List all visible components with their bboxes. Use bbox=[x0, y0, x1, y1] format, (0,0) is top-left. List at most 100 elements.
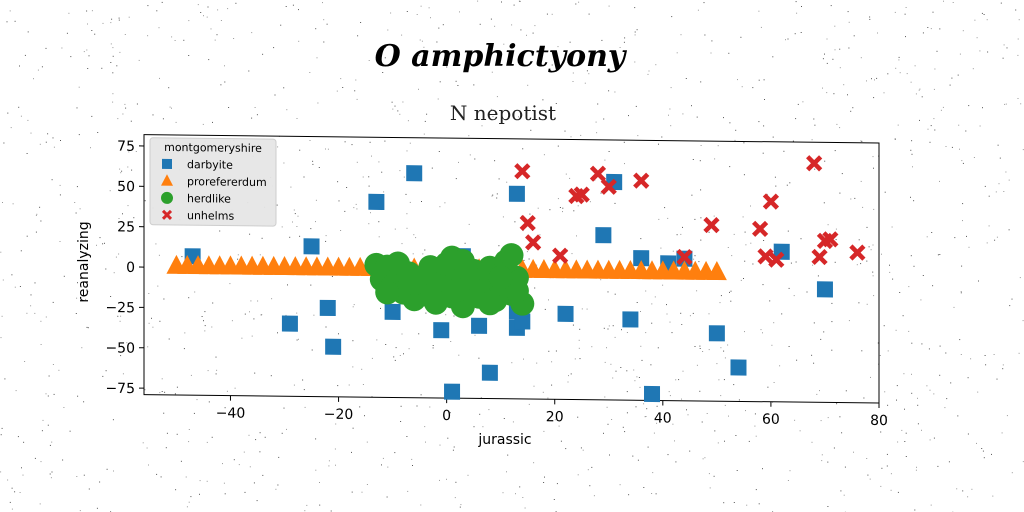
noise-speck bbox=[794, 419, 796, 421]
noise-speck bbox=[522, 497, 524, 498]
noise-speck bbox=[645, 416, 647, 417]
noise-speck bbox=[19, 492, 21, 493]
noise-speck bbox=[981, 448, 983, 449]
noise-speck bbox=[511, 362, 513, 364]
noise-speck bbox=[889, 271, 891, 273]
noise-speck bbox=[285, 314, 287, 316]
noise-speck bbox=[945, 352, 947, 354]
plot-area-frame bbox=[143, 134, 880, 404]
noise-speck bbox=[315, 438, 317, 440]
noise-speck bbox=[519, 486, 521, 488]
noise-speck bbox=[112, 47, 114, 49]
noise-speck bbox=[834, 25, 836, 27]
noise-speck bbox=[146, 447, 148, 449]
noise-speck bbox=[557, 198, 559, 200]
noise-speck bbox=[452, 449, 454, 451]
noise-speck bbox=[682, 113, 684, 115]
noise-speck bbox=[903, 373, 905, 375]
noise-speck bbox=[292, 4, 294, 6]
noise-speck bbox=[378, 236, 380, 238]
noise-speck bbox=[671, 16, 673, 18]
noise-speck bbox=[640, 311, 641, 312]
noise-speck bbox=[834, 49, 836, 51]
noise-speck bbox=[155, 243, 157, 245]
noise-speck bbox=[856, 264, 858, 266]
noise-speck bbox=[415, 237, 417, 239]
noise-speck bbox=[425, 441, 426, 443]
noise-speck bbox=[767, 386, 769, 388]
noise-speck bbox=[835, 228, 837, 230]
noise-speck bbox=[723, 117, 724, 119]
noise-speck bbox=[480, 397, 482, 399]
noise-speck bbox=[612, 325, 614, 327]
noise-speck bbox=[478, 357, 480, 359]
noise-speck bbox=[883, 92, 885, 94]
noise-speck bbox=[401, 333, 403, 335]
noise-speck bbox=[20, 250, 22, 252]
noise-speck bbox=[106, 468, 108, 470]
noise-speck bbox=[61, 47, 63, 49]
noise-speck bbox=[582, 449, 584, 451]
noise-speck bbox=[0, 471, 2, 473]
noise-speck bbox=[570, 373, 572, 375]
noise-speck bbox=[194, 291, 196, 293]
noise-speck bbox=[403, 176, 405, 178]
noise-speck bbox=[680, 312, 682, 314]
noise-speck bbox=[76, 297, 78, 299]
noise-speck bbox=[724, 440, 725, 442]
noise-speck bbox=[615, 370, 617, 372]
noise-speck bbox=[323, 19, 325, 21]
noise-speck bbox=[984, 355, 986, 356]
noise-speck bbox=[130, 120, 132, 122]
noise-speck bbox=[79, 208, 81, 210]
noise-speck bbox=[578, 339, 580, 341]
noise-speck bbox=[645, 290, 647, 292]
noise-speck bbox=[366, 484, 368, 485]
noise-speck bbox=[862, 206, 864, 208]
noise-speck bbox=[637, 459, 639, 461]
noise-speck bbox=[899, 292, 901, 293]
noise-speck bbox=[835, 239, 837, 241]
noise-speck bbox=[112, 55, 114, 57]
noise-speck bbox=[303, 389, 305, 391]
noise-speck bbox=[259, 432, 261, 434]
noise-speck bbox=[446, 66, 448, 68]
noise-speck bbox=[45, 393, 47, 395]
noise-speck bbox=[286, 109, 288, 111]
noise-speck bbox=[223, 482, 225, 484]
noise-speck bbox=[211, 326, 213, 328]
noise-speck bbox=[22, 474, 24, 476]
noise-speck bbox=[1017, 98, 1019, 99]
x-axis: −40 −20 0 20 40 60 80 bbox=[216, 395, 888, 429]
noise-speck bbox=[119, 320, 121, 322]
noise-speck bbox=[748, 440, 750, 442]
noise-speck bbox=[453, 446, 455, 448]
noise-speck bbox=[716, 363, 718, 365]
noise-speck bbox=[293, 384, 295, 386]
noise-speck bbox=[227, 8, 229, 10]
noise-speck bbox=[724, 357, 726, 359]
noise-speck bbox=[604, 159, 606, 161]
noise-speck bbox=[488, 409, 490, 411]
noise-speck bbox=[927, 128, 929, 130]
noise-speck bbox=[703, 2, 705, 4]
noise-speck bbox=[866, 80, 867, 82]
noise-speck bbox=[922, 275, 924, 276]
noise-speck bbox=[250, 300, 252, 302]
noise-speck bbox=[727, 344, 729, 346]
noise-speck bbox=[788, 346, 790, 347]
noise-speck bbox=[110, 62, 112, 63]
noise-speck bbox=[806, 291, 808, 293]
noise-speck bbox=[338, 333, 339, 335]
noise-speck bbox=[454, 497, 456, 499]
noise-speck bbox=[569, 177, 571, 179]
noise-speck bbox=[858, 239, 860, 241]
noise-speck bbox=[20, 115, 22, 117]
noise-speck bbox=[1022, 461, 1024, 463]
noise-speck bbox=[368, 185, 370, 187]
noise-speck bbox=[913, 200, 915, 202]
noise-speck bbox=[165, 447, 167, 449]
noise-speck bbox=[337, 181, 339, 183]
noise-speck bbox=[656, 422, 658, 424]
noise-speck bbox=[606, 347, 607, 349]
